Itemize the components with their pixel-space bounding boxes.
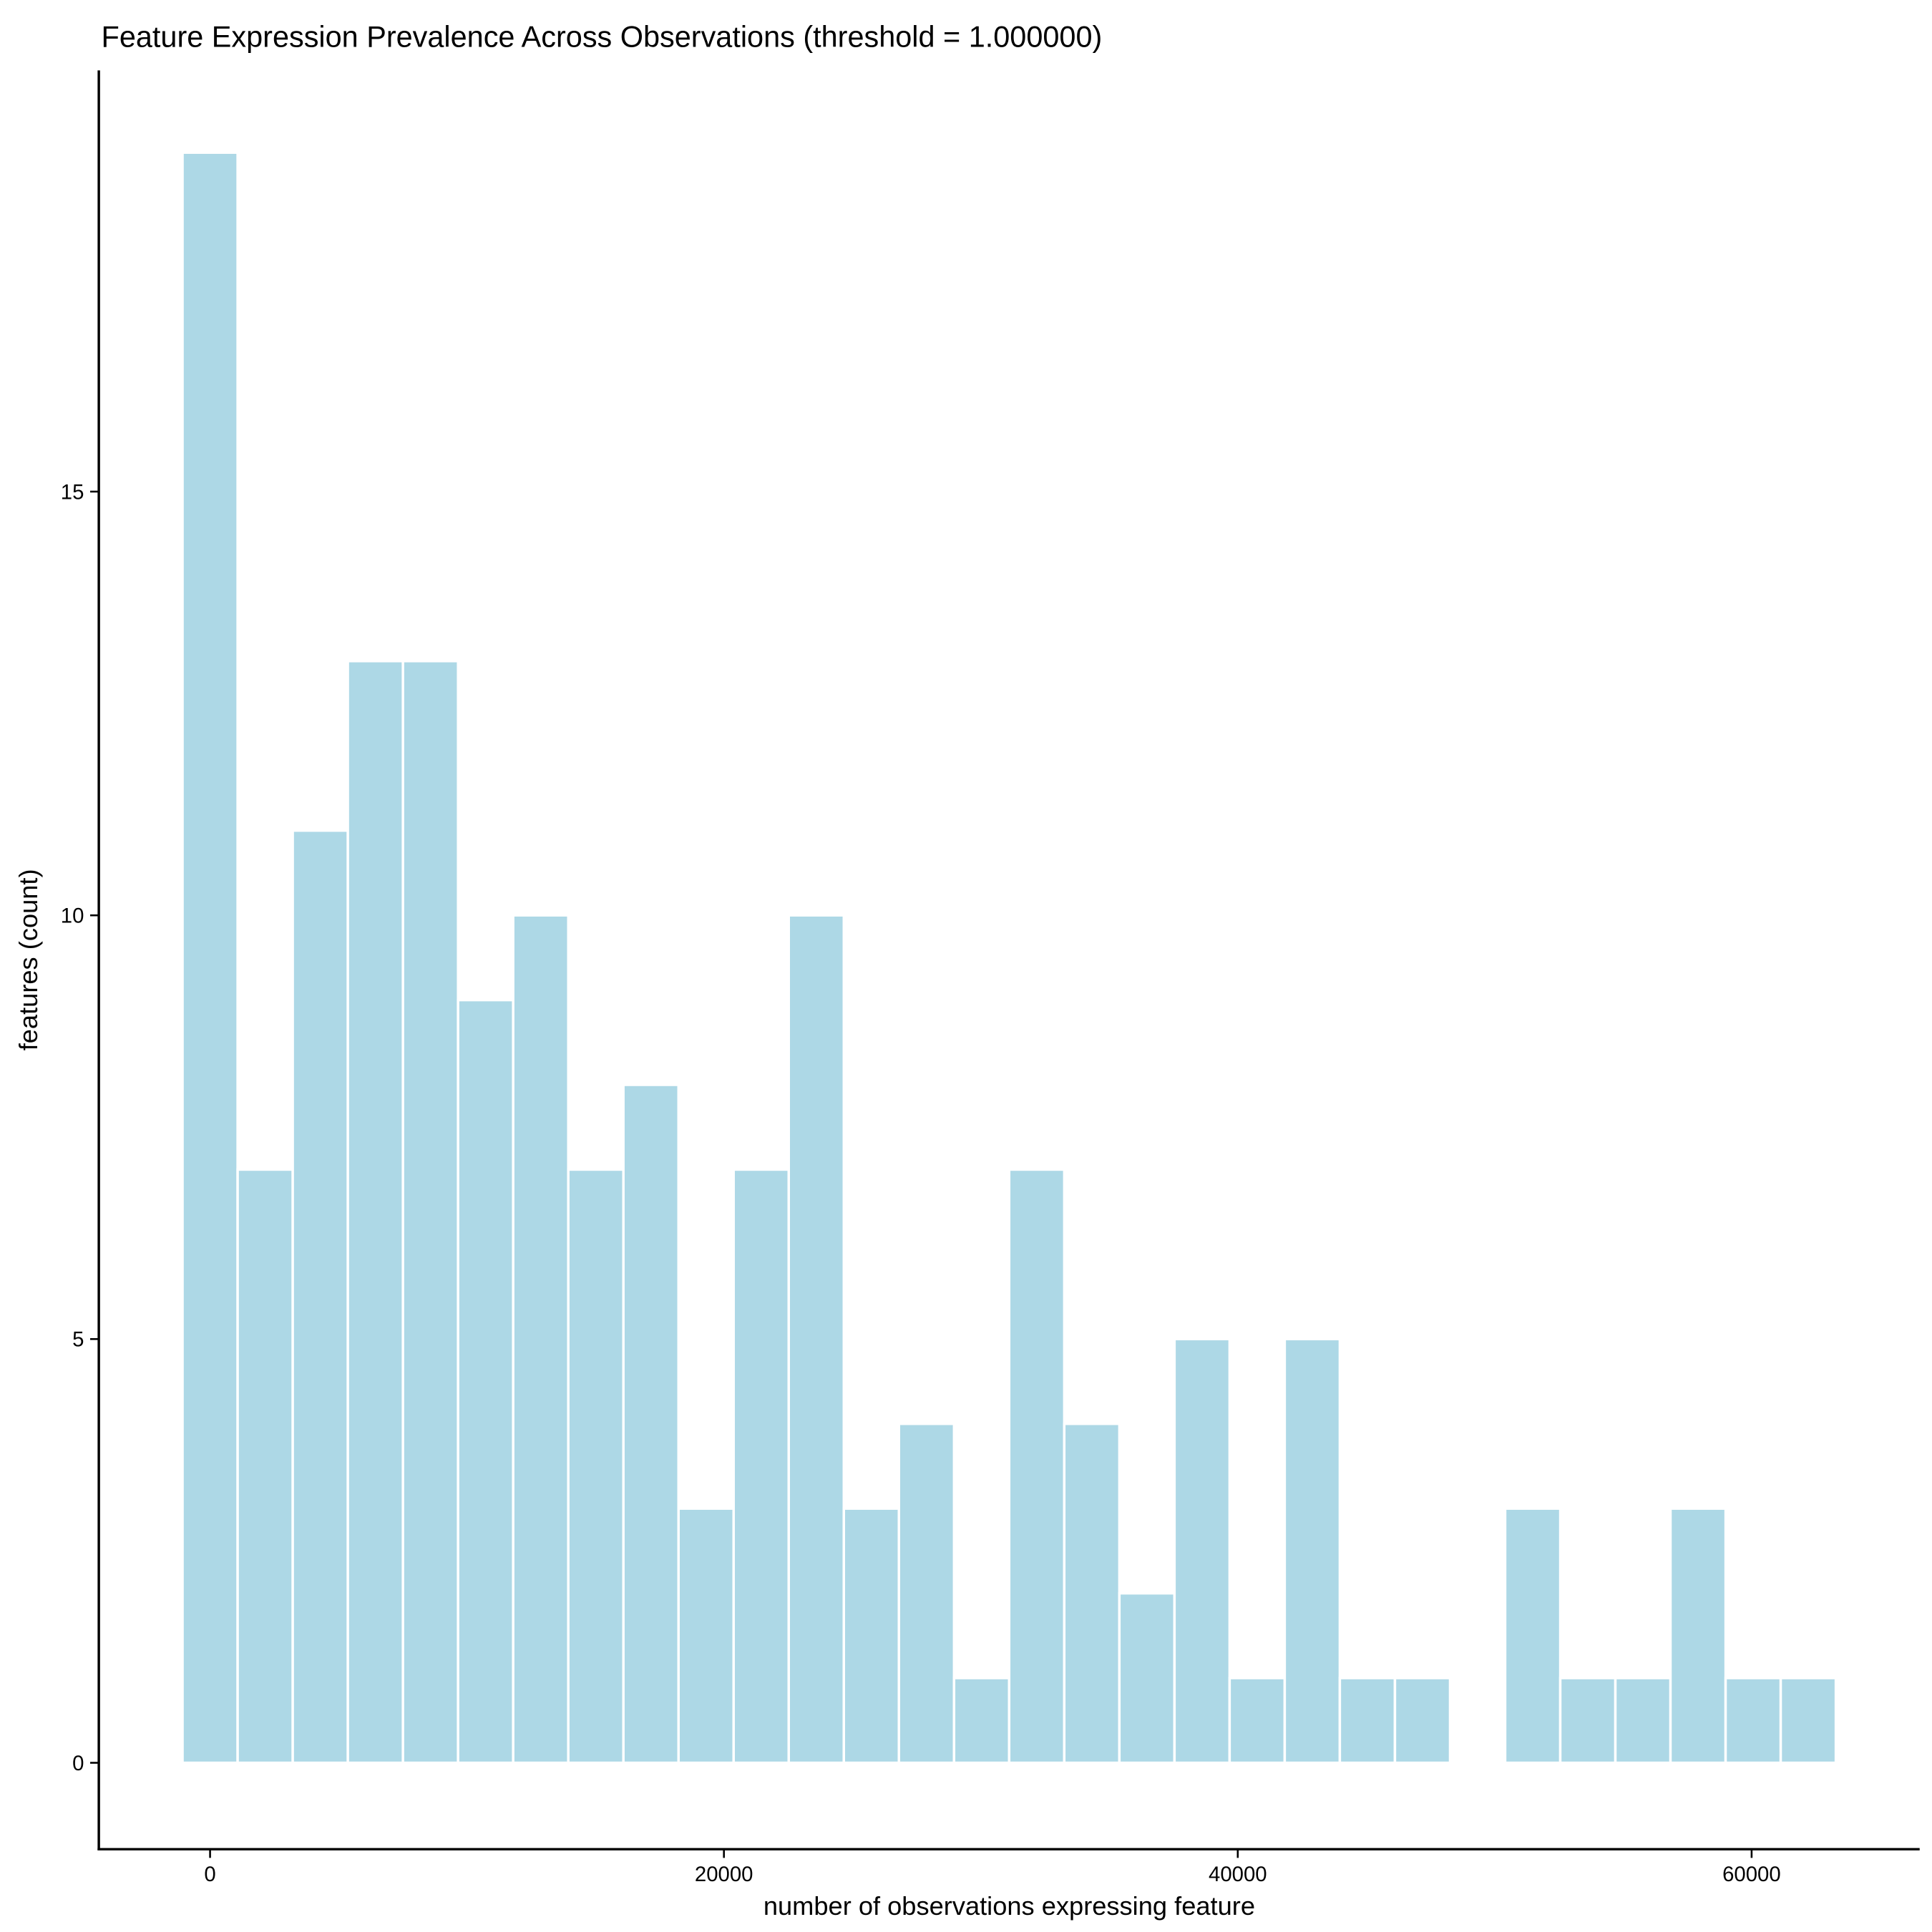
histogram-bar — [1558, 1677, 1617, 1765]
histogram-bar — [952, 1677, 1011, 1765]
y-tick-label: 5 — [72, 1328, 84, 1352]
chart-title: Feature Expression Prevalence Across Obs… — [102, 20, 1103, 54]
y-tick-label: 15 — [61, 480, 84, 504]
histogram-bar — [1393, 1677, 1452, 1765]
histogram-bar — [1173, 1337, 1231, 1765]
x-tick-label: 40000 — [1209, 1863, 1267, 1886]
histogram-bar — [1779, 1677, 1838, 1765]
histogram-bar — [1283, 1337, 1342, 1765]
histogram-bar — [1503, 1507, 1562, 1765]
histogram-bar — [677, 1507, 735, 1765]
histogram-bar — [732, 1168, 790, 1765]
histogram-bar — [622, 1083, 680, 1765]
histogram-bar — [842, 1507, 901, 1765]
histogram-bar — [236, 1168, 294, 1765]
histogram-bar — [897, 1423, 956, 1765]
histogram-bar — [1669, 1507, 1727, 1765]
histogram-bar — [401, 660, 459, 1765]
histogram-bar — [1063, 1423, 1121, 1765]
histogram-bar — [1724, 1677, 1782, 1765]
histogram-bar — [457, 998, 514, 1765]
histogram-bar — [512, 914, 570, 1765]
histogram-bar — [1338, 1677, 1397, 1765]
bars — [181, 151, 1838, 1765]
histogram-bar — [291, 829, 349, 1765]
y-ticks: 0 5 10 15 — [61, 480, 99, 1775]
x-axis-label: number of observations expressing featur… — [763, 1891, 1255, 1921]
histogram-bar — [567, 1168, 625, 1765]
x-tick-label: 60000 — [1722, 1863, 1781, 1886]
histogram-bar — [1614, 1677, 1672, 1765]
y-tick-label: 10 — [61, 904, 84, 928]
histogram-bar — [1008, 1168, 1066, 1765]
x-tick-label: 20000 — [695, 1863, 753, 1886]
y-tick-label: 0 — [72, 1752, 84, 1775]
histogram-bar — [1118, 1591, 1176, 1765]
histogram-bar — [346, 660, 404, 1765]
histogram-bar — [181, 151, 239, 1765]
y-axis-label: features (count) — [14, 869, 43, 1050]
x-tick-label: 0 — [204, 1863, 215, 1886]
histogram-bar — [787, 914, 846, 1765]
x-ticks: 0 20000 40000 60000 — [204, 1849, 1781, 1886]
histogram-bar — [1228, 1677, 1287, 1765]
